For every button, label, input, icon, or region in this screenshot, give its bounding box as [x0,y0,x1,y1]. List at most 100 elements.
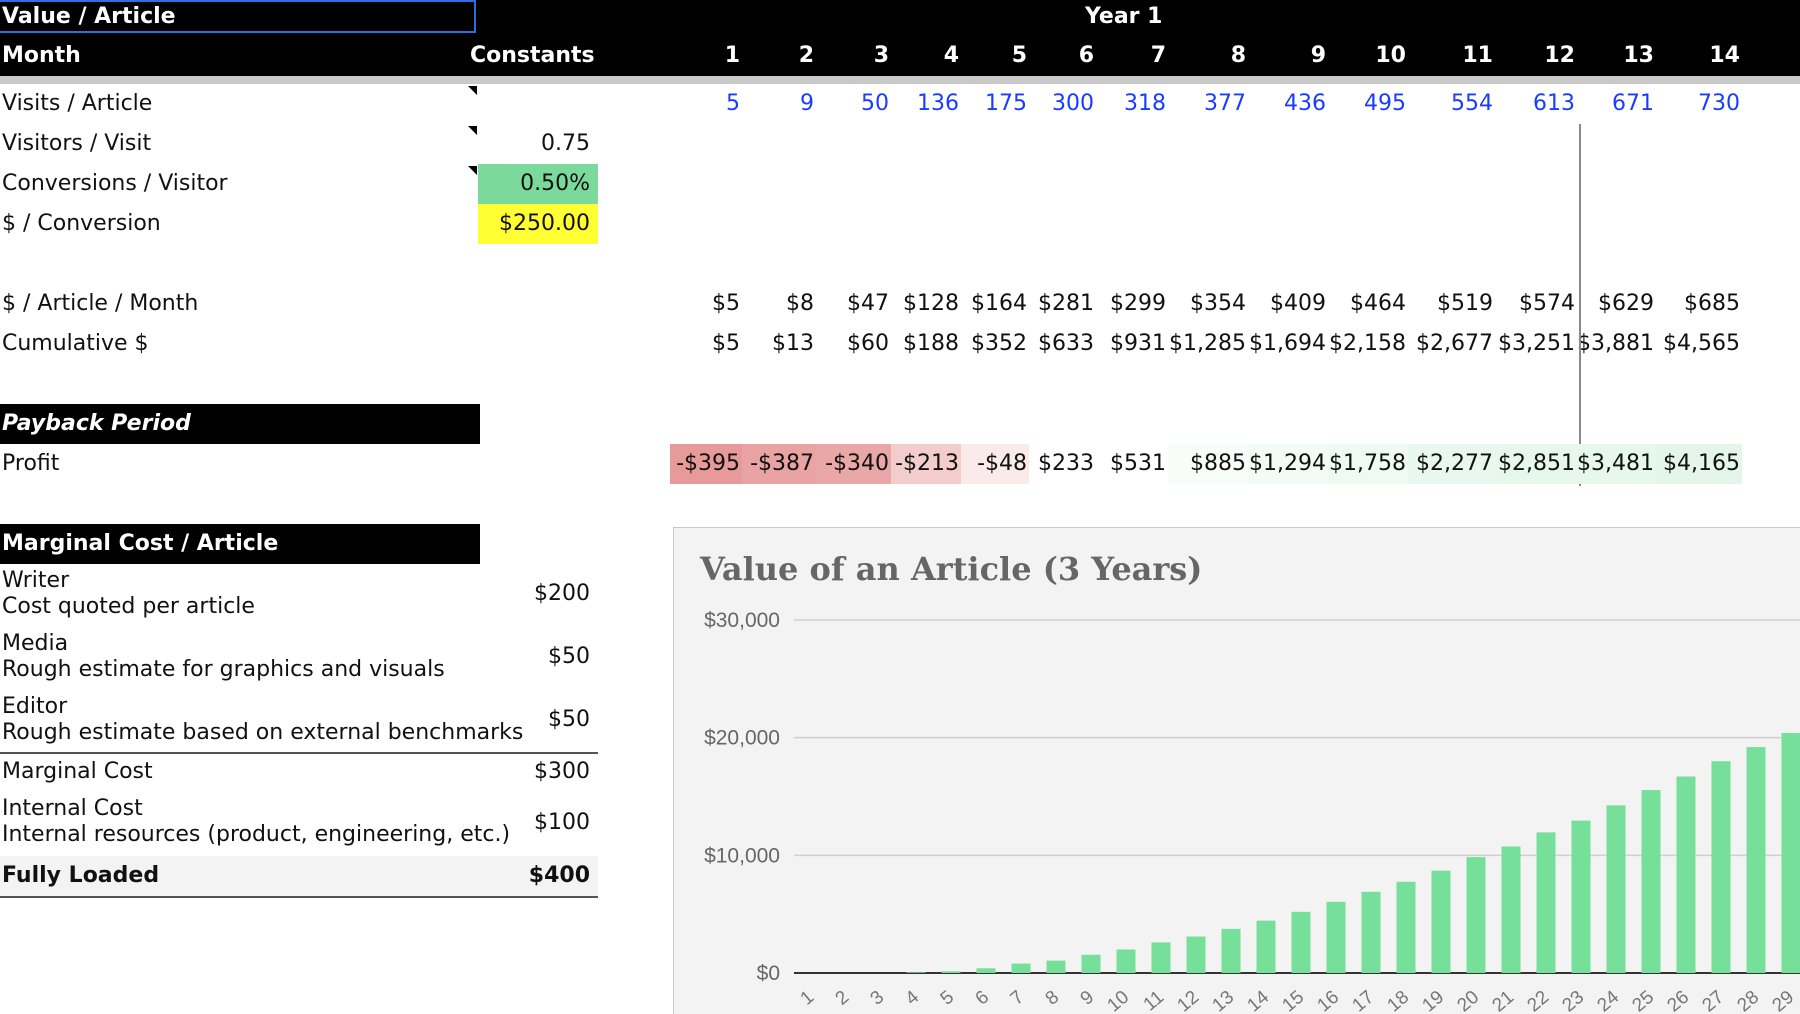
marginal-cost-label: Marginal Cost [2,752,153,792]
month-label: Month [2,36,81,76]
x-tick-label: 29 [1769,987,1799,1014]
cumulative-label: Cumulative $ [2,324,149,364]
x-tick-label: 1 [797,987,819,1010]
internal-cost-note: Internal resources (product, engineering… [2,822,510,848]
y-tick-label: $10,000 [704,844,780,867]
month-header-cell[interactable]: 14 [1630,36,1740,76]
x-tick-label: 8 [1042,987,1064,1010]
visits-cell[interactable]: 730 [1630,84,1740,124]
bar-9 [1082,955,1101,973]
note-indicator-icon [468,86,477,95]
writer-value[interactable]: $200 [478,574,590,614]
profit-cell[interactable]: $4,165 [1630,444,1740,484]
bar-14 [1257,921,1276,973]
x-tick-label: 15 [1279,987,1309,1014]
per-month-cell[interactable]: $685 [1630,284,1740,324]
visitors-label: Visitors / Visit [2,124,151,164]
writer-name: Writer [2,568,69,594]
profit-label: Profit [2,444,59,484]
internal-cost-value[interactable]: $100 [478,803,590,843]
x-tick-label: 7 [1007,987,1029,1010]
fully-loaded-value[interactable]: $400 [478,856,590,896]
x-tick-label: 25 [1629,987,1659,1014]
editor-value[interactable]: $50 [478,700,590,740]
bar-12 [1187,937,1206,973]
bar-23 [1572,821,1591,973]
x-tick-label: 20 [1454,987,1484,1014]
bar-13 [1222,929,1241,973]
bar-22 [1537,832,1556,973]
x-tick-label: 22 [1524,987,1554,1014]
media-value[interactable]: $50 [478,637,590,677]
x-tick-label: 4 [902,986,924,1009]
x-tick-label: 19 [1419,987,1449,1014]
x-tick-label: 11 [1140,987,1169,1014]
visits-label: Visits / Article [2,84,152,124]
media-note: Rough estimate for graphics and visuals [2,657,445,683]
cumulative-cell[interactable]: $4,565 [1630,324,1740,364]
bar-4 [907,972,926,973]
bar-18 [1397,882,1416,973]
x-tick-label: 13 [1209,987,1239,1014]
x-tick-label: 2 [832,987,854,1010]
sheet-title[interactable]: Value / Article [2,0,176,37]
editor-note: Rough estimate based on external benchma… [2,720,523,746]
x-tick-label: 10 [1104,987,1134,1014]
bar-7 [1012,964,1031,973]
x-tick-label: 26 [1664,987,1694,1014]
bar-21 [1502,847,1521,973]
x-tick-label: 28 [1734,987,1764,1014]
column-freeze-line [1579,124,1581,486]
y-tick-label: $20,000 [704,727,780,750]
bar-28 [1747,747,1766,973]
visitors-value[interactable]: 0.75 [478,124,590,164]
bar-24 [1607,805,1626,973]
bar-15 [1292,912,1311,973]
header-divider [0,76,1800,84]
x-tick-label: 16 [1314,987,1344,1014]
x-tick-label: 3 [867,987,889,1010]
bar-8 [1047,961,1066,973]
editor-name: Editor [2,694,67,720]
payback-section-label: Payback Period [0,411,191,436]
marginal-cost-value[interactable]: $300 [478,752,590,792]
x-tick-label: 6 [972,987,994,1010]
x-tick-label: 27 [1699,987,1729,1014]
payback-section-header: Payback Period [0,404,480,444]
value-chart[interactable]: Value of an Article (3 Years) $30,000$20… [673,527,1800,1014]
x-tick-label: 18 [1384,987,1414,1014]
bar-27 [1712,761,1731,973]
writer-note: Cost quoted per article [2,594,255,620]
per-month-label: $ / Article / Month [2,284,198,324]
x-tick-label: 14 [1244,986,1274,1014]
note-indicator-icon [468,166,477,175]
bar-25 [1642,790,1661,973]
dollar-conversion-value[interactable]: $250.00 [478,204,590,244]
bar-26 [1677,776,1696,973]
note-indicator-icon [468,126,477,135]
bar-6 [977,968,996,973]
x-tick-label: 5 [937,987,959,1010]
year-label: Year 1 [1085,0,1163,37]
conversions-value[interactable]: 0.50% [478,164,590,204]
bar-10 [1117,949,1136,973]
bar-5 [942,971,961,973]
bar-20 [1467,857,1486,973]
y-tick-label: $30,000 [704,609,780,632]
x-tick-label: 23 [1559,987,1589,1014]
x-tick-label: 12 [1174,987,1204,1014]
y-tick-label: $0 [757,962,780,985]
bar-16 [1327,902,1346,973]
fully-loaded-label: Fully Loaded [2,856,159,896]
bar-19 [1432,871,1451,973]
constants-label: Constants [470,36,590,76]
x-tick-label: 9 [1077,987,1099,1010]
marginal-section-label: Marginal Cost / Article [0,531,278,556]
bar-11 [1152,942,1171,973]
marginal-section-header: Marginal Cost / Article [0,524,480,564]
x-tick-label: 17 [1349,987,1379,1014]
bar-29 [1782,733,1800,973]
dollar-conversion-label: $ / Conversion [2,204,161,244]
bar-17 [1362,892,1381,973]
